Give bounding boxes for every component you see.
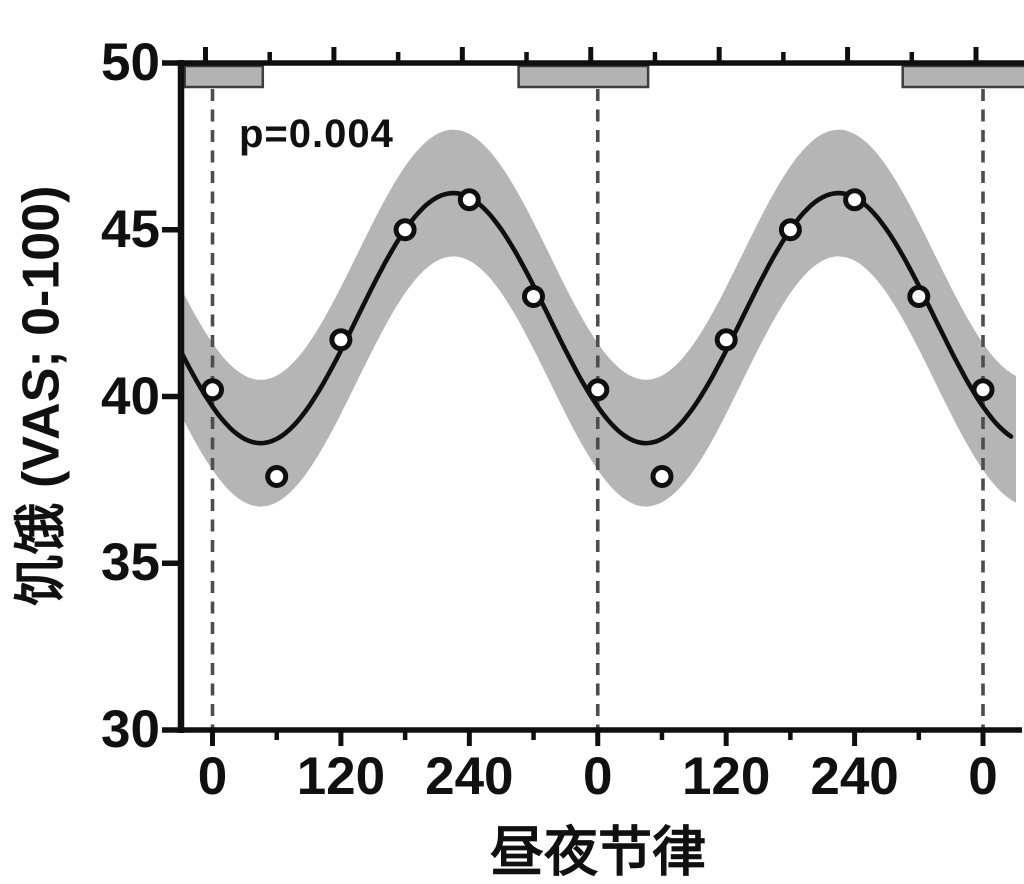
x-tick-label: 240 xyxy=(425,747,514,806)
data-point xyxy=(778,218,802,242)
data-point xyxy=(457,188,481,212)
x-axis-title: 昼夜节律 xyxy=(490,822,706,883)
data-point xyxy=(907,285,931,308)
confidence-band xyxy=(181,129,1016,507)
x-tick-label: 0 xyxy=(583,747,613,806)
data-point xyxy=(265,465,289,488)
top-bar xyxy=(183,64,265,89)
data-point xyxy=(201,378,224,402)
data-point xyxy=(971,378,995,402)
data-point xyxy=(522,285,545,308)
y-tick-label: 50 xyxy=(101,33,160,92)
data-point xyxy=(714,328,738,352)
y-tick-label: 45 xyxy=(101,199,160,259)
x-tick-label: 0 xyxy=(968,747,998,806)
p-value-annotation: p=0.004 xyxy=(239,112,394,156)
y-tick-label: 40 xyxy=(101,366,160,426)
fitted-curve xyxy=(178,190,1014,446)
x-tick-label: 120 xyxy=(681,747,771,806)
y-tick-label: 30 xyxy=(101,700,160,759)
data-point xyxy=(393,218,417,242)
x-tick-label: 240 xyxy=(810,747,899,806)
top-bar xyxy=(901,64,1024,89)
x-tick-label: 0 xyxy=(197,747,228,806)
top-bar xyxy=(517,64,650,89)
data-point xyxy=(586,378,610,402)
data-point xyxy=(329,328,353,352)
y-tick-label: 35 xyxy=(101,533,160,593)
x-tick-label: 120 xyxy=(296,747,386,806)
data-point xyxy=(843,188,867,212)
data-point xyxy=(650,465,674,488)
